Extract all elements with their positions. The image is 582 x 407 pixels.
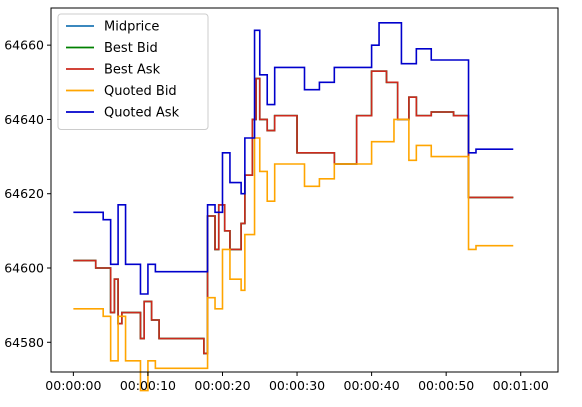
x-tick-label: 00:01:00 — [493, 378, 549, 393]
x-tick-label: 00:00:40 — [344, 378, 400, 393]
legend-label-midprice: Midprice — [104, 20, 159, 35]
y-tick-label: 64660 — [4, 38, 44, 53]
x-tick-label: 00:00:00 — [45, 378, 101, 393]
legend: Midprice Best Bid Best Ask Quoted Bid Quoted… — [57, 13, 209, 130]
x-tick-label: 00:00:10 — [120, 378, 176, 393]
x-tick-label: 00:00:50 — [418, 378, 474, 393]
x-tick-label: 00:00:20 — [194, 378, 250, 393]
y-axis: 64580 64600 64620 64640 64660 — [4, 38, 51, 350]
series-line-quoted-ask — [73, 22, 514, 295]
legend-label-quoted-ask: Quoted Ask — [104, 106, 180, 121]
legend-label-quoted-bid: Quoted Bid — [104, 84, 177, 99]
x-axis: 00:00:00 00:00:10 00:00:20 00:00:30 00:00:40… — [45, 372, 549, 393]
y-tick-label: 64600 — [4, 261, 44, 276]
y-tick-label: 64580 — [4, 335, 44, 350]
plot-frame — [50, 7, 559, 373]
series-line-best-ask — [73, 70, 514, 355]
y-tick-label: 64620 — [4, 186, 44, 201]
legend-box — [57, 13, 209, 130]
legend-label-best-bid: Best Bid — [104, 41, 158, 56]
y-tick-label: 64640 — [4, 112, 44, 127]
series-layer — [73, 22, 514, 392]
legend-label-best-ask: Best Ask — [104, 63, 161, 78]
x-tick-label: 00:00:30 — [269, 378, 325, 393]
